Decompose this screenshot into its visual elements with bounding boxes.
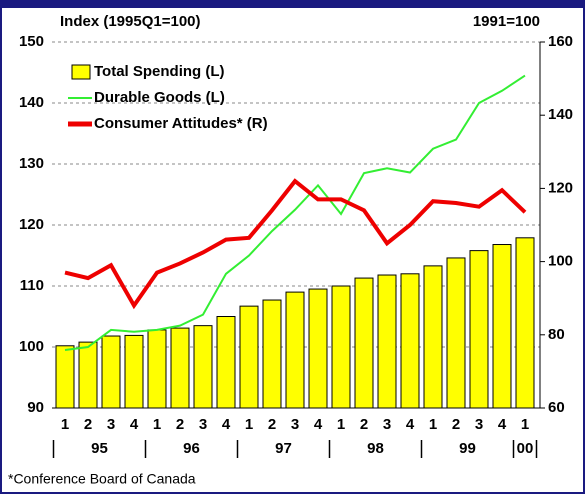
year-label: 00	[517, 440, 534, 457]
footnote: *Conference Board of Canada	[8, 471, 196, 487]
y-tick-label: 140	[19, 94, 44, 111]
title-band	[0, 0, 585, 8]
legend-label: Durable Goods (L)	[94, 89, 225, 106]
y2-tick-label: 160	[548, 33, 573, 50]
x-tick-label: 2	[360, 416, 368, 433]
bar	[423, 265, 443, 409]
x-tick-label: 2	[84, 416, 92, 433]
bar	[354, 277, 374, 409]
y2-tick-label: 60	[548, 399, 565, 416]
annotation-right: 1991=100	[473, 13, 540, 30]
x-tick-label: 4	[314, 416, 323, 433]
x-tick-label: 1	[61, 416, 69, 433]
line-1	[64, 74, 526, 352]
bar	[377, 274, 397, 409]
x-tick-label: 3	[199, 416, 207, 433]
y-tick-label: 120	[19, 216, 44, 233]
x-tick-label: 2	[268, 416, 276, 433]
line-2	[64, 178, 527, 310]
y2-tick-label: 140	[548, 106, 573, 123]
annotation-left: Index (1995Q1=100)	[60, 13, 201, 30]
bar	[308, 288, 328, 409]
legend-label: Consumer Attitudes* (R)	[94, 115, 268, 132]
bar	[262, 299, 282, 409]
bar	[147, 329, 167, 409]
bar	[400, 273, 420, 409]
bar	[469, 250, 489, 409]
x-tick-label: 3	[107, 416, 115, 433]
x-tick-label: 2	[452, 416, 460, 433]
bar	[193, 325, 213, 409]
y2-tick-label: 80	[548, 326, 565, 343]
x-tick-label: 4	[222, 416, 231, 433]
x-tick-label: 1	[245, 416, 253, 433]
bar	[239, 305, 259, 409]
year-label: 98	[367, 440, 384, 457]
y-tick-label: 130	[19, 155, 44, 172]
year-label: 97	[275, 440, 292, 457]
x-tick-label: 1	[337, 416, 345, 433]
x-tick-label: 1	[429, 416, 437, 433]
y2-tick-label: 100	[548, 253, 573, 270]
bar	[124, 334, 144, 409]
x-tick-label: 1	[521, 416, 529, 433]
year-label: 99	[459, 440, 476, 457]
year-label: 96	[183, 440, 200, 457]
bar	[55, 345, 75, 409]
x-tick-label: 2	[176, 416, 184, 433]
x-tick-label: 1	[153, 416, 161, 433]
x-tick-label: 3	[291, 416, 299, 433]
y-tick-label: 150	[19, 33, 44, 50]
y2-tick-label: 120	[548, 179, 573, 196]
bar	[492, 244, 512, 409]
bar	[101, 335, 121, 409]
legend-label: Total Spending (L)	[94, 63, 225, 80]
x-tick-label: 4	[130, 416, 139, 433]
year-label: 95	[91, 440, 108, 457]
bar	[446, 257, 466, 409]
x-tick-label: 3	[383, 416, 391, 433]
y-tick-label: 100	[19, 338, 44, 355]
x-tick-label: 4	[406, 416, 415, 433]
bar	[285, 291, 305, 409]
y-tick-label: 110	[20, 277, 44, 294]
bar	[170, 327, 190, 409]
bar	[216, 316, 236, 409]
bar	[78, 341, 98, 409]
y-tick-label: 90	[27, 399, 44, 416]
x-tick-label: 4	[498, 416, 507, 433]
bar	[515, 237, 535, 409]
legend-swatch	[71, 64, 91, 80]
bar	[331, 285, 351, 409]
x-tick-label: 3	[475, 416, 483, 433]
